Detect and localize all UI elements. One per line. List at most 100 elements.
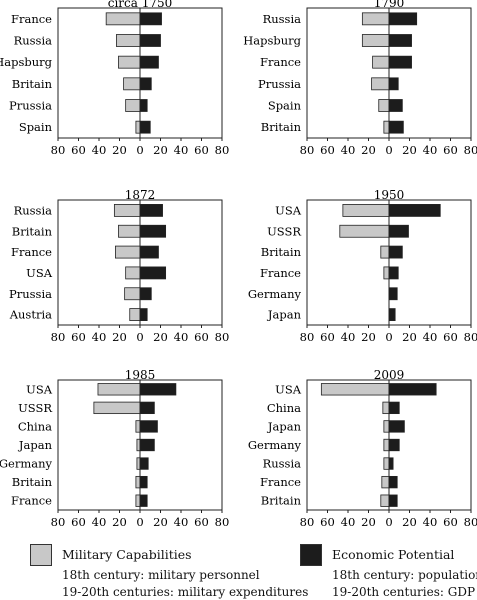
tick-label: 40 [341, 330, 356, 344]
economic-bar [139, 12, 162, 26]
tick-label: 0 [385, 515, 392, 529]
category-label: France [260, 55, 301, 69]
economic-bar [139, 475, 148, 489]
chart-title: 1985 [125, 368, 156, 382]
economic-bar [139, 55, 159, 69]
economic-bar [388, 308, 396, 321]
tick-label: 40 [423, 515, 438, 529]
tick-label: 40 [341, 515, 356, 529]
category-label: USA [275, 203, 302, 217]
category-label: France [11, 494, 52, 508]
military-bar [361, 12, 390, 26]
category-label: Britain [261, 245, 302, 259]
category-label: USA [26, 266, 53, 280]
economic-bar [139, 457, 149, 470]
tick-label: 60 [443, 330, 458, 344]
economic-bar [139, 99, 148, 112]
economic-bar [139, 34, 161, 47]
category-label: Britain [12, 475, 53, 489]
military-bar [383, 438, 390, 452]
chart-grid: circa 1750 France Russia Hapsburg Britain Pru… [0, 0, 477, 529]
military-bar [383, 266, 390, 280]
chart-title: 1950 [374, 188, 405, 202]
category-label: France [11, 245, 52, 259]
tick-label: 40 [92, 330, 107, 344]
military-bar [118, 55, 141, 69]
category-label: Germany [248, 438, 302, 452]
military-bar [118, 224, 141, 238]
tick-label: 40 [174, 330, 189, 344]
category-label: Russia [14, 203, 53, 217]
legend-military-note-1: 18th century: military personnel [62, 568, 260, 582]
tick-label: 0 [136, 330, 143, 344]
category-label: Britain [12, 224, 53, 238]
economic-bar [139, 204, 163, 217]
military-bar [378, 99, 390, 112]
economic-bar [388, 266, 399, 280]
tick-label: 40 [423, 330, 438, 344]
tick-label: 20 [361, 143, 376, 157]
military-bar [371, 77, 390, 91]
economic-bar [139, 308, 148, 321]
category-label: Britain [261, 494, 302, 508]
economic-bar [388, 204, 441, 217]
tick-label: 80 [464, 143, 477, 157]
category-label: France [11, 12, 52, 26]
economic-bar [388, 401, 400, 415]
chart-title: circa 1750 [108, 0, 173, 10]
tick-label: 80 [464, 515, 477, 529]
economic-bar [139, 383, 177, 396]
tick-label: 40 [174, 143, 189, 157]
category-label: Prussia [258, 77, 301, 91]
military-bar [135, 475, 141, 489]
tick-label: 60 [194, 143, 209, 157]
category-label: Britain [12, 77, 53, 91]
economic-bar [388, 245, 403, 259]
tick-label: 40 [92, 143, 107, 157]
tick-label: 80 [51, 515, 66, 529]
military-bar [116, 34, 141, 47]
category-label: Japan [267, 419, 302, 433]
economic-bar [139, 494, 148, 507]
economic-bar [139, 224, 167, 238]
tick-label: 60 [443, 143, 458, 157]
tick-label: 80 [300, 143, 315, 157]
legend-economic-note-2: 19-20th centuries: GDP [332, 585, 476, 599]
tick-label: 0 [385, 143, 392, 157]
chart-panel: 2009 USA China Japan Germany Russia France Brit… [248, 368, 477, 529]
military-bar [381, 475, 390, 489]
tick-label: 20 [112, 515, 127, 529]
military-bar [383, 420, 390, 433]
category-label: France [260, 475, 301, 489]
tick-label: 40 [92, 515, 107, 529]
category-label: Austria [9, 308, 52, 322]
category-label: China [18, 419, 52, 433]
tick-label: 20 [112, 143, 127, 157]
economic-bar [388, 77, 399, 91]
economic-bar [388, 12, 418, 26]
economic-bar [139, 438, 155, 452]
economic-bar [388, 224, 409, 238]
tick-label: 80 [51, 330, 66, 344]
military-bar [380, 245, 390, 259]
military-bar [115, 245, 141, 259]
legend: Military Capabilities 18th century: mili… [0, 540, 477, 600]
economic-bar [388, 438, 400, 452]
category-label: USSR [18, 401, 52, 415]
category-label: Prussia [9, 287, 52, 301]
military-bar [135, 120, 141, 134]
category-label: Germany [248, 287, 302, 301]
legend-economic-label: Economic Potential [332, 547, 455, 562]
category-label: USA [275, 382, 302, 396]
category-label: Prussia [9, 99, 52, 113]
tick-label: 20 [402, 330, 417, 344]
legend-military-label: Military Capabilities [62, 547, 192, 562]
military-bar [342, 204, 390, 217]
tick-label: 80 [464, 330, 477, 344]
military-bar [383, 457, 390, 470]
economic-bar [139, 266, 167, 280]
chart-title: 1790 [374, 0, 405, 10]
military-bar [135, 494, 141, 507]
tick-label: 60 [71, 143, 86, 157]
tick-label: 40 [423, 143, 438, 157]
